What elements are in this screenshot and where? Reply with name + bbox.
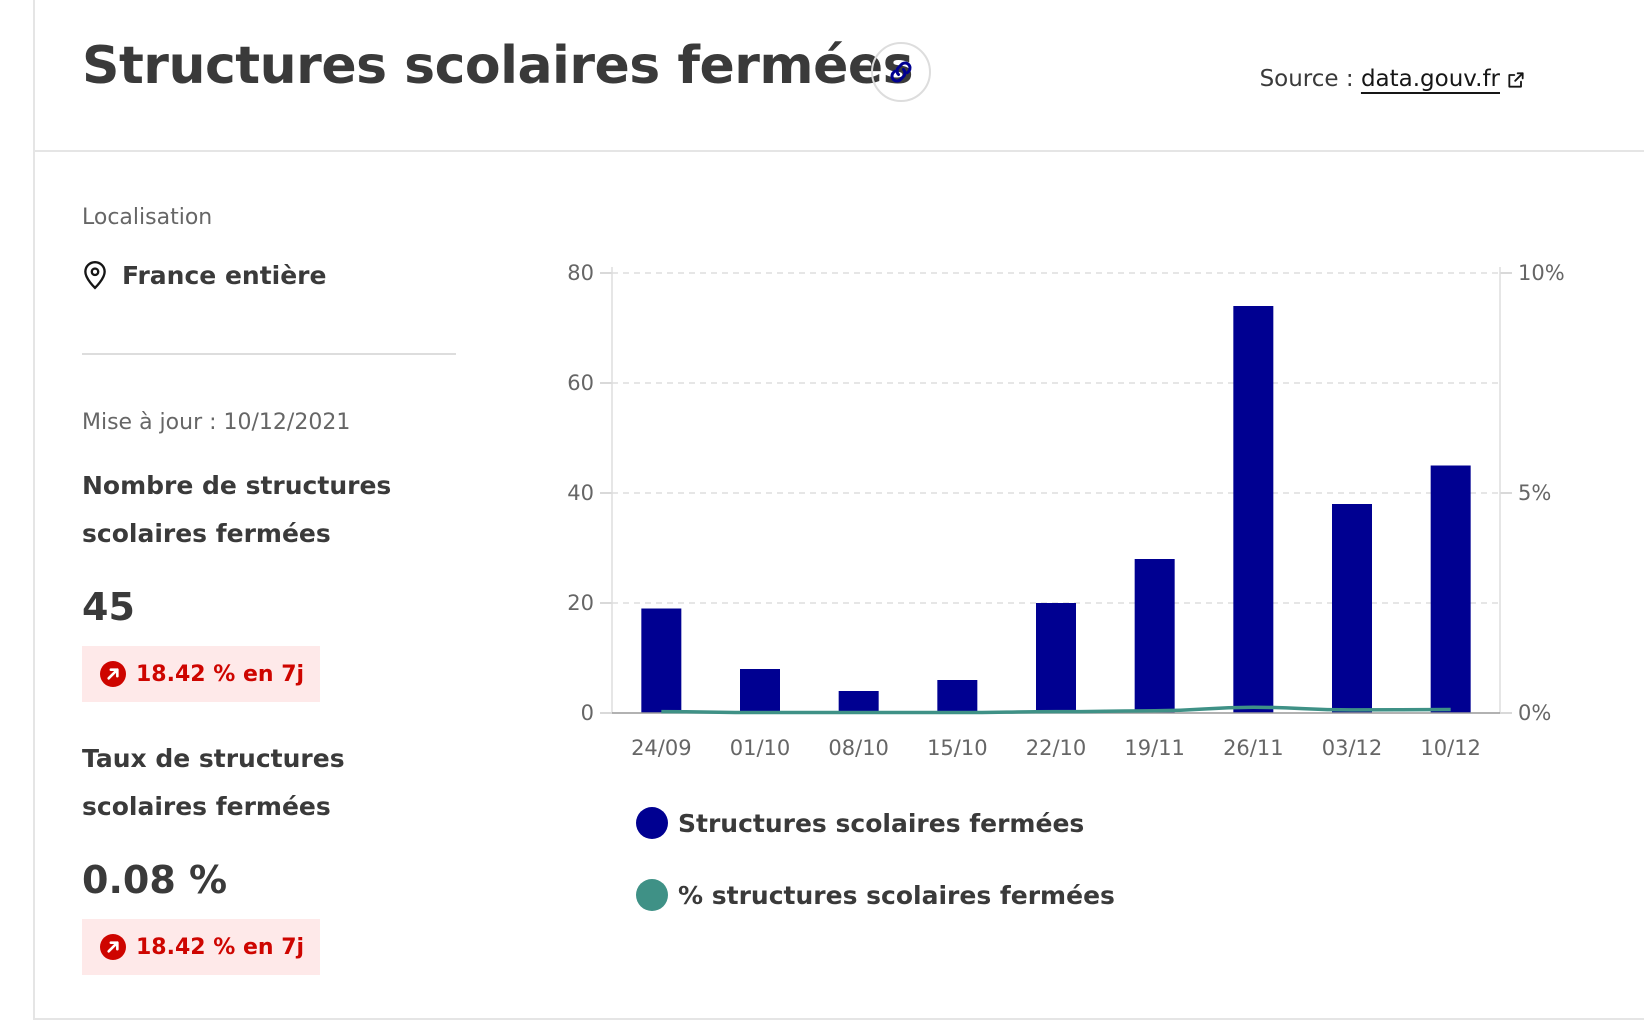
bar [838,691,879,713]
card-bottom-border [33,1018,1644,1020]
bar [1036,603,1076,713]
trend-text-rate: 18.42 % en 7j [136,934,305,960]
x-tick-label: 08/10 [828,736,889,760]
kpi-title-count: Nombre de structures scolaires fermées [82,471,392,548]
location-selector[interactable]: France entière [82,260,326,290]
trend-text-count: 18.42 % en 7j [136,661,305,687]
legend-label-line: % structures scolaires fermées [678,880,1115,910]
left-tick-label: 20 [567,591,594,615]
source-link[interactable]: data.gouv.fr [1361,66,1526,92]
kpi-value-count: 45 [82,585,135,629]
left-tick-label: 60 [567,371,594,395]
bar [1430,465,1471,713]
bar [1134,559,1175,713]
trend-badge-rate: 18.42 % en 7j [82,919,321,975]
chart-card [33,0,1644,1020]
right-tick-label: 0% [1518,701,1551,725]
right-tick-label: 10% [1518,261,1565,285]
x-tick-label: 22/10 [1026,736,1087,760]
left-tick-label: 0 [581,701,594,725]
x-tick-label: 19/11 [1124,736,1185,760]
bar [641,608,682,713]
kpi-value-rate: 0.08 % [82,858,228,902]
x-tick-label: 03/12 [1322,736,1383,760]
right-tick-label: 5% [1518,481,1551,505]
legend-item-line[interactable]: % structures scolaires fermées [636,879,1115,911]
location-label: Localisation [82,205,213,230]
header-divider [33,150,1644,152]
trend-up-icon [100,934,126,960]
bar [1332,504,1372,713]
kpi-title-rate: Taux de structures scolaires fermées [82,744,345,821]
copy-link-button[interactable] [871,42,931,102]
left-tick-label: 40 [567,481,594,505]
bar [937,680,978,713]
map-pin-icon [84,260,106,290]
source-label: Source : [1259,66,1354,92]
source-link-text: data.gouv.fr [1360,66,1500,92]
bar [1233,306,1274,713]
source-info: Source : data.gouv.fr [1260,66,1526,92]
legend-item-bars[interactable]: Structures scolaires fermées [636,807,1084,839]
external-link-icon [1508,71,1524,88]
legend-swatch-bars [636,807,668,839]
update-date: Mise à jour : 10/12/2021 [82,410,351,435]
combo-chart: 0 20 40 60 80 0% 5% 10% 24/09 01/10 08/10 15/10 22/1… [567,261,1565,760]
location-value: France entière [122,260,327,290]
x-tick-label: 10/12 [1420,736,1481,760]
link-icon [890,61,912,83]
x-tick-label: 01/10 [730,736,791,760]
page-title: Structures scolaires fermées [82,36,914,96]
x-tick-label: 15/10 [927,736,988,760]
series-line [661,705,1451,715]
bar [740,669,780,713]
x-tick-label: 24/09 [631,736,692,760]
trend-up-icon [100,661,126,687]
trend-badge-count: 18.42 % en 7j [82,646,321,702]
left-tick-label: 80 [567,261,594,285]
legend-label-bars: Structures scolaires fermées [678,808,1085,838]
legend-swatch-line [636,879,668,911]
x-tick-label: 26/11 [1223,736,1284,760]
sidebar-divider [82,353,456,355]
